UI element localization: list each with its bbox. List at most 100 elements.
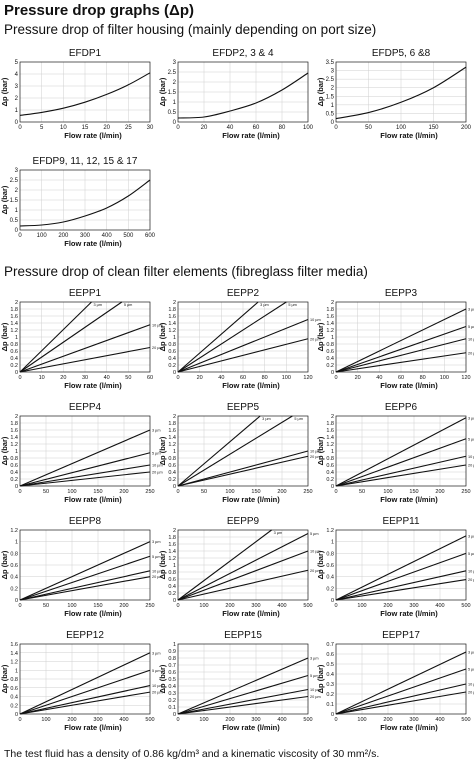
y-tick-label: 1.2 — [326, 442, 334, 448]
chart-title: EEPP8 — [69, 516, 102, 527]
series-label: 3 µm — [468, 534, 474, 538]
x-tick-label: 200 — [58, 233, 69, 239]
chart-title: EEPP11 — [382, 516, 419, 527]
x-tick-label: 20 — [197, 375, 203, 381]
x-tick-label: 20 — [201, 125, 208, 131]
y-tick-label: 1.8 — [168, 535, 176, 541]
y-axis-label: Δp (bar) — [0, 185, 9, 214]
plot-frame — [335, 643, 467, 715]
x-axis-label: Flow rate (l/min) — [222, 609, 280, 618]
plot-frame — [335, 61, 467, 123]
y-tick-label: 1 — [173, 335, 176, 341]
y-tick-label: 1.8 — [10, 421, 18, 427]
x-tick-label: 40 — [227, 125, 234, 131]
y-tick-label: 0.9 — [168, 649, 176, 655]
y-tick-label: 0.6 — [10, 686, 18, 692]
x-tick-label: 60 — [240, 375, 246, 381]
y-tick-label: 0.4 — [10, 470, 18, 476]
y-tick-label: 3 — [15, 84, 19, 90]
y-tick-label: 0.6 — [168, 463, 176, 469]
y-tick-label: 1 — [15, 108, 19, 114]
y-tick-label: 0 — [15, 484, 18, 490]
x-tick-label: 200 — [67, 717, 76, 723]
chart-title: EEPP4 — [69, 402, 102, 413]
series-label: 5 µm — [468, 437, 474, 441]
x-tick-label: 150 — [409, 489, 418, 495]
x-tick-label: 40 — [104, 375, 110, 381]
y-tick-label: 3 — [15, 168, 19, 174]
x-axis-label: Flow rate (l/min) — [380, 723, 438, 732]
y-tick-label: 0.8 — [326, 342, 334, 348]
y-tick-label: 0.8 — [326, 456, 334, 462]
x-tick-label: 0 — [334, 717, 337, 723]
y-tick-label: 1 — [15, 208, 19, 214]
x-tick-label: 0 — [18, 603, 21, 609]
x-tick-label: 120 — [461, 375, 470, 381]
x-tick-label: 0 — [176, 603, 179, 609]
series-line — [335, 66, 467, 120]
series-line-5m — [19, 555, 151, 601]
y-tick-label: 2 — [15, 188, 19, 194]
series-line-5m — [177, 533, 309, 601]
y-tick-label: 0 — [15, 370, 18, 376]
elements-section-title: Pressure drop of clean filter elements (… — [4, 264, 368, 279]
series-label: 10 µm — [468, 683, 474, 687]
y-tick-label: 0.5 — [168, 110, 177, 116]
chart-title: EFDP1 — [69, 48, 102, 59]
x-tick-label: 400 — [119, 717, 128, 723]
series-line-3m — [177, 415, 261, 487]
series-line-5m — [335, 325, 467, 373]
y-tick-label: 1.8 — [168, 307, 176, 313]
y-tick-label: 0 — [331, 484, 334, 490]
x-tick-label: 400 — [435, 603, 444, 609]
y-tick-label: 2 — [331, 300, 334, 306]
series-line-5m — [19, 669, 151, 715]
y-tick-label: 1.4 — [168, 549, 176, 555]
series-line-3m — [335, 535, 467, 601]
y-tick-label: 0.2 — [326, 363, 334, 369]
x-tick-label: 20 — [355, 375, 361, 381]
series-label: 10 µm — [468, 569, 474, 573]
y-tick-label: 2 — [331, 86, 335, 92]
y-tick-label: 1.2 — [326, 528, 334, 534]
x-tick-label: 100 — [67, 603, 76, 609]
series-line-3m — [335, 417, 467, 487]
series-label: 3 µm — [152, 429, 161, 433]
y-tick-label: 0.2 — [168, 698, 176, 704]
y-tick-label: 0.8 — [326, 551, 334, 557]
plot-frame — [177, 301, 309, 373]
series-label: 3 µm — [260, 303, 269, 307]
y-tick-label: 1.6 — [10, 428, 18, 434]
y-tick-label: 0.1 — [168, 705, 176, 711]
x-tick-label: 120 — [303, 375, 312, 381]
footnote: The test fluid has a density of 0.86 kg/… — [4, 748, 380, 760]
series-label: 5 µm — [310, 674, 319, 678]
chart-efdp9: EFDP9, 11, 12, 15 & 17 0 0.5 1 1.5 2 2.5 3 0 100 2… — [0, 156, 156, 248]
page-title: Pressure drop graphs (Δp) — [4, 2, 194, 19]
series-label: 3 µm — [262, 417, 271, 421]
y-tick-label: 0.4 — [10, 575, 18, 581]
x-tick-label: 250 — [303, 489, 312, 495]
series-label: 20 µm — [468, 691, 474, 695]
series-label: 10 µm — [468, 455, 474, 459]
plot-frame — [177, 529, 309, 601]
chart-title: EEPP12 — [66, 630, 104, 641]
chart-eepp6: EEPP6 00.20.40.60.811.21.41.61.82 0 50 100 15… — [316, 402, 474, 504]
x-tick-label: 10 — [39, 375, 45, 381]
y-tick-label: 1 — [331, 103, 335, 109]
x-axis-label: Flow rate (l/min) — [64, 131, 122, 140]
series-line-20m — [19, 691, 151, 715]
series-line-10m — [335, 570, 467, 601]
series-line-5m — [19, 301, 123, 373]
series-line-20m — [335, 352, 467, 373]
y-tick-label: 0.8 — [168, 656, 176, 662]
series-line-10m — [19, 324, 151, 373]
y-tick-label: 1.4 — [326, 321, 334, 327]
y-tick-label: 0.5 — [168, 677, 176, 683]
x-tick-label: 300 — [93, 717, 102, 723]
y-tick-label: 1.6 — [10, 642, 18, 648]
y-tick-label: 1 — [173, 563, 176, 569]
x-axis-label: Flow rate (l/min) — [222, 723, 280, 732]
plot-frame — [19, 61, 151, 123]
y-tick-label: 2.5 — [10, 178, 19, 184]
